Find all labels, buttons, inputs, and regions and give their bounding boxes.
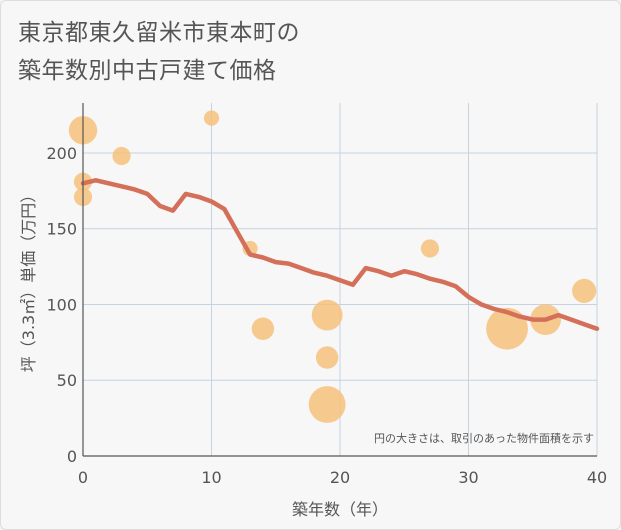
x-axis-title: 築年数（年） (292, 500, 388, 519)
data-point-13 (572, 278, 597, 303)
y-tick-label-0: 0 (67, 447, 77, 466)
data-point-11 (486, 307, 528, 350)
axes (82, 103, 597, 457)
grid (83, 103, 598, 456)
chart-title: 東京都東久留米市東本町の 築年数別中古戸建て価格 (18, 14, 300, 90)
x-tick-label-3: 30 (458, 468, 478, 487)
title-line-2: 築年数別中古戸建て価格 (18, 58, 277, 84)
title-line-1: 東京都東久留米市東本町の (18, 20, 300, 46)
data-point-6 (251, 317, 275, 340)
x-tick-label-2: 20 (330, 468, 350, 487)
trend-line (80, 178, 600, 331)
x-tick-label-0: 0 (78, 468, 88, 487)
data-point-8 (315, 346, 339, 369)
trend-line-layer (80, 178, 600, 331)
y-tick-label-3: 150 (46, 220, 77, 239)
size-note: 円の大きさは、取引のあった物件面積を示す (374, 431, 594, 445)
data-point-3 (112, 146, 131, 166)
data-point-7 (311, 299, 343, 331)
data-point-4 (203, 110, 220, 126)
bubble-layer (68, 110, 597, 423)
y-tick-label-1: 50 (57, 371, 77, 390)
data-point-10 (420, 239, 440, 258)
data-point-9 (308, 386, 346, 423)
axis-labels: 0 10 20 30 40 0 50 100 150 200 築年数（年） 坪（3.3㎡）単価（万円） (19, 144, 607, 519)
y-tick-label-2: 100 (46, 295, 77, 314)
y-tick-label-4: 200 (46, 144, 77, 163)
x-tick-label-4: 40 (587, 468, 607, 487)
x-tick-label-1: 10 (201, 468, 221, 487)
y-axis-title: 坪（3.3㎡）単価（万円） (19, 187, 38, 372)
